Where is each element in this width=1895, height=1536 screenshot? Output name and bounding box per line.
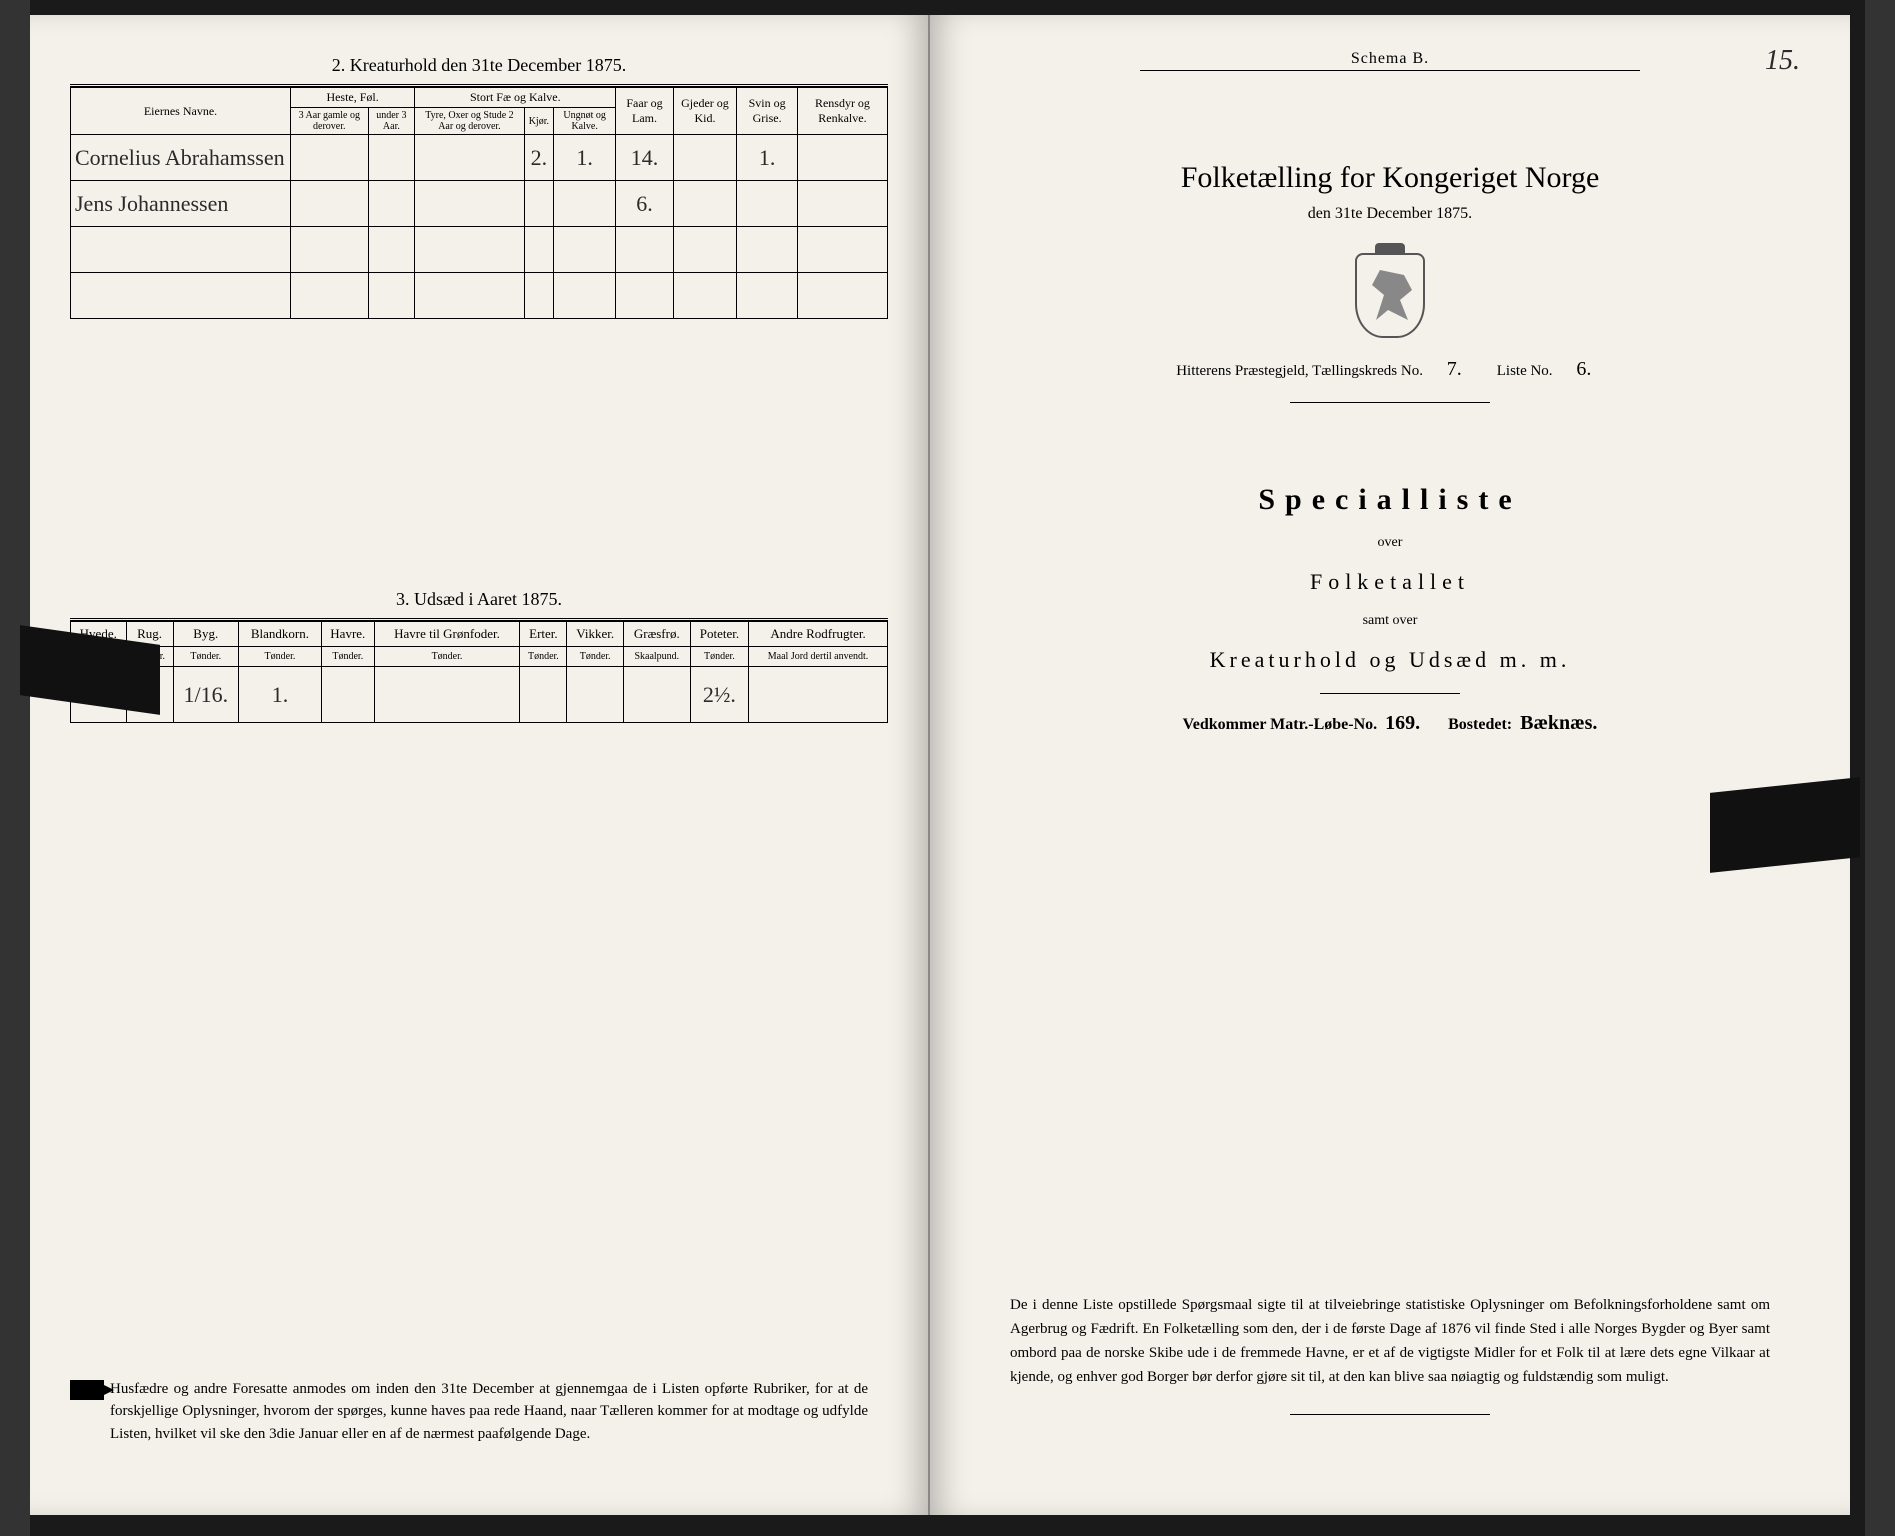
grp-fae: Stort Fæ og Kalve. <box>415 88 616 108</box>
footnote-text: Husfædre og andre Foresatte anmodes om i… <box>110 1378 868 1446</box>
rule <box>1290 402 1490 403</box>
schema-label: Schema B. <box>970 50 1810 68</box>
footnote-body: Husfædre og andre Foresatte anmodes om i… <box>110 1381 868 1442</box>
table-row <box>71 227 888 273</box>
over-text: over <box>970 535 1810 551</box>
owner-name: Cornelius Abrahamssen <box>75 145 285 170</box>
right-page: 15. Schema B. Folketælling for Kongerige… <box>930 15 1850 1515</box>
cell: 14. <box>631 145 659 170</box>
bottom-paragraph: De i denne Liste opstillede Spørgsmaal s… <box>1010 1293 1770 1415</box>
col-unit: Tønder. <box>374 647 520 667</box>
col-ren: Rensdyr og Renkalve. <box>797 88 887 135</box>
col-header: Andre Rodfrugter. <box>749 622 888 647</box>
kreaturhold-heading: Kreaturhold og Udsæd m. m. <box>970 647 1810 673</box>
binder-clip-icon <box>1710 777 1860 873</box>
col-unit: Tønder. <box>238 647 321 667</box>
bottom-text: De i denne Liste opstillede Spørgsmaal s… <box>1010 1297 1770 1385</box>
cell <box>374 667 520 723</box>
col-unit: Skaalpund. <box>623 647 690 667</box>
vedkommer-line: Vedkommer Matr.-Løbe-No. 169. Bostedet: … <box>970 712 1810 735</box>
kreaturhold-table: Eiernes Navne. Heste, Føl. Stort Fæ og K… <box>70 87 888 319</box>
col-unit: Tønder. <box>321 647 374 667</box>
table-row <box>71 273 888 319</box>
cell <box>520 667 567 723</box>
specialliste-heading: Specialliste <box>970 483 1810 517</box>
meta-line: Hitterens Præstegjeld, Tællingskreds No.… <box>970 358 1810 382</box>
col-header: Byg. <box>173 622 238 647</box>
cell <box>623 667 690 723</box>
sub-f2: Kjør. <box>524 108 553 135</box>
sub-f1: Tyre, Oxer og Stude 2 Aar og derover. <box>415 108 524 135</box>
udsaed-table: Hvede.Rug.Byg.Blandkorn.Havre.Havre til … <box>70 621 888 723</box>
left-page: 2. Kreaturhold den 31te December 1875. E… <box>30 15 930 1515</box>
sub-h2: under 3 Aar. <box>368 108 415 135</box>
col-header: Græsfrø. <box>623 622 690 647</box>
rule <box>1290 1414 1490 1415</box>
col-header: Havre til Grønfoder. <box>374 622 520 647</box>
main-title: Folketælling for Kongeriget Norge <box>970 161 1810 195</box>
rule <box>1140 70 1640 71</box>
cell: 1. <box>238 667 321 723</box>
cell: 1. <box>576 145 593 170</box>
table-row: Jens Johannessen 6. <box>71 181 888 227</box>
table-row: Cornelius Abrahamssen 2. 1. 14. 1. <box>71 135 888 181</box>
rule <box>1320 693 1460 694</box>
book-spread: 2. Kreaturhold den 31te December 1875. E… <box>30 0 1865 1536</box>
cell: 2. <box>531 145 548 170</box>
coat-of-arms-icon <box>1355 253 1425 338</box>
col-name: Eiernes Navne. <box>71 88 291 135</box>
col-header: Blandkorn. <box>238 622 321 647</box>
cell: 2½. <box>690 667 748 723</box>
col-header: Erter. <box>520 622 567 647</box>
cell <box>567 667 623 723</box>
col-unit: Maal Jord dertil anvendt. <box>749 647 888 667</box>
liste-no: 6. <box>1564 358 1604 382</box>
cell <box>749 667 888 723</box>
sub-date: den 31te December 1875. <box>970 205 1810 223</box>
table-row: 1/16.1. 2½. <box>71 667 888 723</box>
samt-text: samt over <box>970 613 1810 629</box>
cell <box>321 667 374 723</box>
matr-no: 169. <box>1385 712 1420 734</box>
vedk-label: Vedkommer Matr.-Løbe-No. <box>1183 716 1378 733</box>
col-faar: Faar og Lam. <box>616 88 673 135</box>
pointing-hand-icon <box>70 1380 104 1400</box>
kreds-no: 7. <box>1434 358 1474 382</box>
meta-prefix: Hitterens Præstegjeld, Tællingskreds No. <box>1176 363 1423 379</box>
col-unit: Tønder. <box>567 647 623 667</box>
folketallet-heading: Folketallet <box>970 569 1810 595</box>
sub-h1: 3 Aar gamle og derover. <box>291 108 369 135</box>
bostedet-value: Bæknæs. <box>1520 712 1597 734</box>
col-svin: Svin og Grise. <box>737 88 798 135</box>
col-gjed: Gjeder og Kid. <box>673 88 737 135</box>
liste-label: Liste No. <box>1497 363 1553 379</box>
cell: 1. <box>759 145 776 170</box>
col-header: Poteter. <box>690 622 748 647</box>
page-number: 15. <box>1765 45 1800 77</box>
col-header: Havre. <box>321 622 374 647</box>
sub-f3: Ungnøt og Kalve. <box>553 108 615 135</box>
section3-title: 3. Udsæd i Aaret 1875. <box>70 589 888 610</box>
col-header: Vikker. <box>567 622 623 647</box>
col-unit: Tønder. <box>690 647 748 667</box>
bostedet-label: Bostedet: <box>1448 716 1512 733</box>
section2-title: 2. Kreaturhold den 31te December 1875. <box>70 55 888 76</box>
lion-icon <box>1372 270 1412 320</box>
col-unit: Tønder. <box>520 647 567 667</box>
cell: 1/16. <box>173 667 238 723</box>
grp-heste: Heste, Føl. <box>291 88 415 108</box>
cell: 6. <box>636 191 653 216</box>
owner-name: Jens Johannessen <box>75 191 228 216</box>
col-unit: Tønder. <box>173 647 238 667</box>
